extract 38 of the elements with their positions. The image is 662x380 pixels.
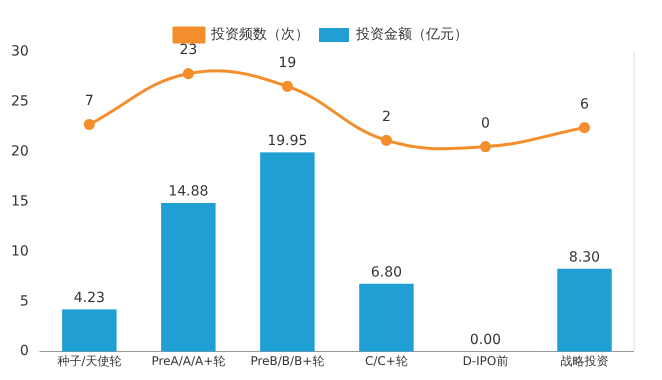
- y-tick-label: 0: [20, 343, 29, 360]
- bar: [161, 203, 216, 352]
- x-tick-label: D-IPO前: [462, 354, 508, 368]
- data-label: 6.80: [370, 264, 402, 280]
- x-tick-label: 战略投资: [560, 354, 608, 368]
- data-label: 23: [179, 42, 198, 58]
- point: [84, 118, 95, 130]
- bar: [557, 268, 612, 352]
- data-label: 0: [480, 115, 490, 132]
- y-tick-label: 20: [10, 144, 29, 160]
- data-label: 4.23: [74, 290, 105, 306]
- y-tick-label: 25: [10, 94, 29, 110]
- point: [182, 68, 194, 80]
- point: [380, 134, 392, 146]
- data-label: 7: [84, 93, 94, 110]
- y-tick-label: 30: [10, 44, 29, 60]
- legend-label: 投资频数（次）: [210, 26, 309, 43]
- point: [480, 141, 491, 152]
- data-label: 2: [382, 108, 391, 125]
- data-label: 8.30: [568, 249, 600, 266]
- x-tick-label: PreB/B/B+轮: [250, 354, 324, 368]
- point: [282, 80, 293, 92]
- x-tick-label: 种子/天使轮: [57, 354, 122, 368]
- data-label: 0.00: [470, 332, 502, 348]
- data-label: 19: [278, 54, 296, 71]
- data-label: 14.88: [168, 184, 208, 200]
- x-tick-label: PreA/A/A+轮: [151, 354, 226, 368]
- legend-label: 投资金额（亿元）: [355, 26, 468, 43]
- point: [578, 122, 590, 134]
- data-label: 6: [580, 96, 590, 112]
- bar: [62, 309, 117, 352]
- bar: [260, 152, 315, 352]
- y-tick-label: 15: [10, 193, 29, 210]
- y-tick-label: 5: [20, 293, 29, 310]
- x-tick-label: C/C+轮: [364, 354, 408, 368]
- y-tick-label: 10: [10, 243, 29, 260]
- data-label: 19.95: [267, 133, 308, 150]
- bar: [359, 284, 414, 352]
